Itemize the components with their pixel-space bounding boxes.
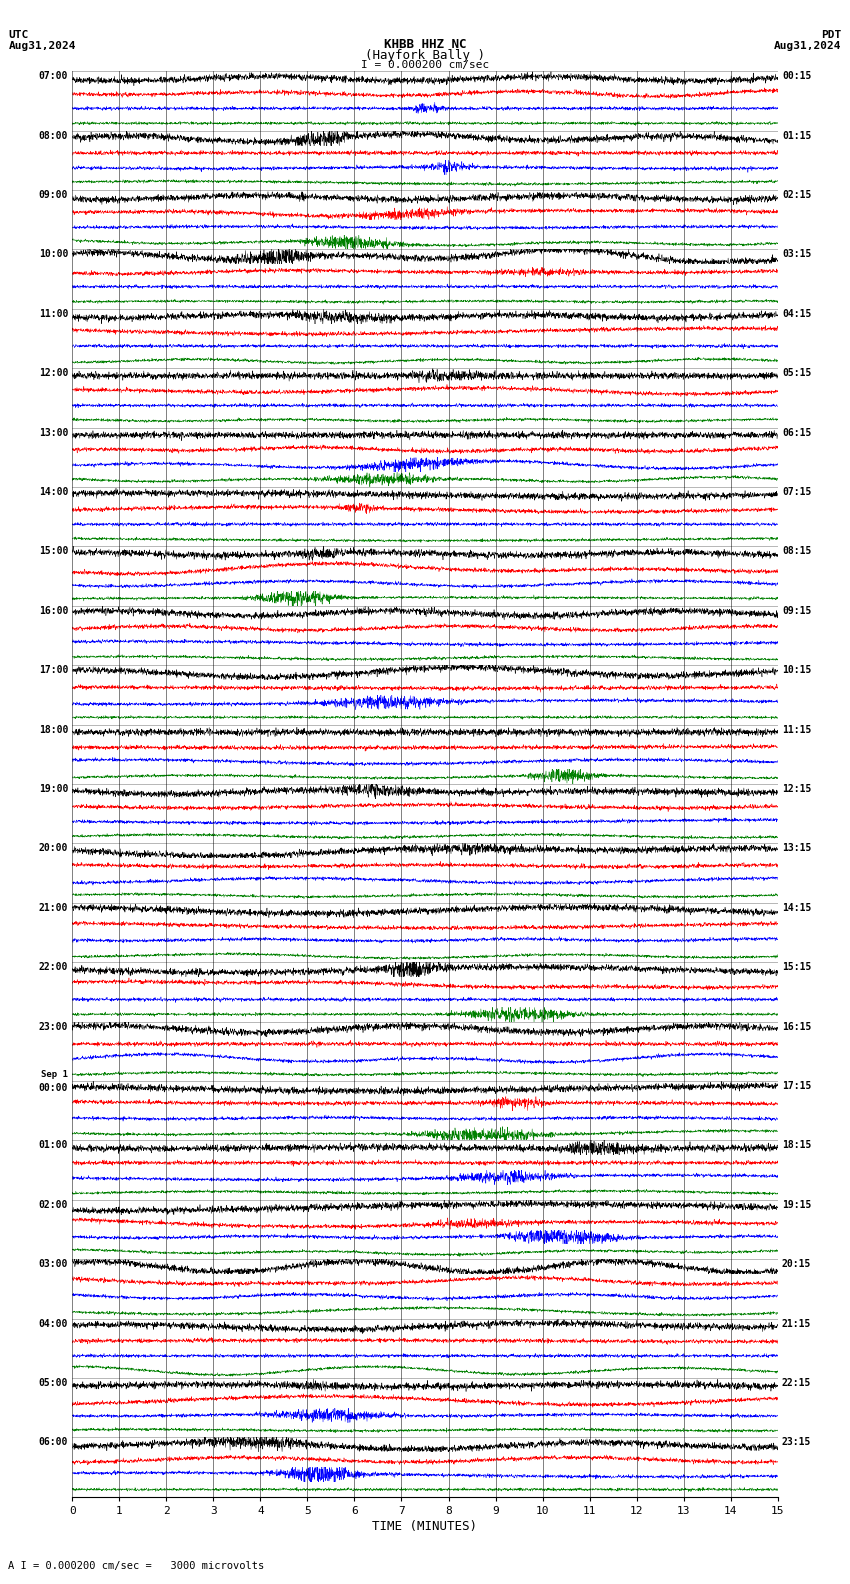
- Text: 04:15: 04:15: [782, 309, 812, 318]
- Text: 16:15: 16:15: [782, 1022, 812, 1031]
- Text: 10:00: 10:00: [38, 249, 68, 260]
- X-axis label: TIME (MINUTES): TIME (MINUTES): [372, 1521, 478, 1533]
- Text: 01:15: 01:15: [782, 130, 812, 141]
- Text: 01:00: 01:00: [38, 1140, 68, 1150]
- Text: (Hayfork Bally ): (Hayfork Bally ): [365, 49, 485, 62]
- Text: 20:15: 20:15: [782, 1259, 812, 1269]
- Text: Aug31,2024: Aug31,2024: [8, 41, 76, 51]
- Text: 02:00: 02:00: [38, 1201, 68, 1210]
- Text: 06:00: 06:00: [38, 1438, 68, 1448]
- Text: 12:00: 12:00: [38, 367, 68, 379]
- Text: I = 0.000200 cm/sec: I = 0.000200 cm/sec: [361, 60, 489, 70]
- Text: 11:00: 11:00: [38, 309, 68, 318]
- Text: 13:15: 13:15: [782, 843, 812, 854]
- Text: 03:00: 03:00: [38, 1259, 68, 1269]
- Text: Aug31,2024: Aug31,2024: [774, 41, 842, 51]
- Text: 20:00: 20:00: [38, 843, 68, 854]
- Text: 09:15: 09:15: [782, 607, 812, 616]
- Text: 02:15: 02:15: [782, 190, 812, 200]
- Text: KHBB HHZ NC: KHBB HHZ NC: [383, 38, 467, 51]
- Text: 08:15: 08:15: [782, 546, 812, 556]
- Text: 17:00: 17:00: [38, 665, 68, 675]
- Text: 14:00: 14:00: [38, 488, 68, 497]
- Text: 04:00: 04:00: [38, 1318, 68, 1329]
- Text: 10:15: 10:15: [782, 665, 812, 675]
- Text: 06:15: 06:15: [782, 428, 812, 437]
- Text: 08:00: 08:00: [38, 130, 68, 141]
- Text: 18:00: 18:00: [38, 725, 68, 735]
- Text: 05:15: 05:15: [782, 367, 812, 379]
- Text: Sep 1: Sep 1: [41, 1071, 68, 1080]
- Text: 11:15: 11:15: [782, 725, 812, 735]
- Text: 23:15: 23:15: [782, 1438, 812, 1448]
- Text: 15:00: 15:00: [38, 546, 68, 556]
- Text: 19:15: 19:15: [782, 1201, 812, 1210]
- Text: 19:00: 19:00: [38, 784, 68, 794]
- Text: 07:00: 07:00: [38, 71, 68, 81]
- Text: PDT: PDT: [821, 30, 842, 40]
- Text: 05:00: 05:00: [38, 1378, 68, 1388]
- Text: 12:15: 12:15: [782, 784, 812, 794]
- Text: 14:15: 14:15: [782, 903, 812, 912]
- Text: UTC: UTC: [8, 30, 29, 40]
- Text: 07:15: 07:15: [782, 488, 812, 497]
- Text: 18:15: 18:15: [782, 1140, 812, 1150]
- Text: 00:15: 00:15: [782, 71, 812, 81]
- Text: 22:15: 22:15: [782, 1378, 812, 1388]
- Text: A I = 0.000200 cm/sec =   3000 microvolts: A I = 0.000200 cm/sec = 3000 microvolts: [8, 1562, 264, 1571]
- Text: 16:00: 16:00: [38, 607, 68, 616]
- Text: 21:15: 21:15: [782, 1318, 812, 1329]
- Text: 00:00: 00:00: [38, 1083, 68, 1093]
- Text: 13:00: 13:00: [38, 428, 68, 437]
- Text: 21:00: 21:00: [38, 903, 68, 912]
- Text: 22:00: 22:00: [38, 963, 68, 973]
- Text: 17:15: 17:15: [782, 1080, 812, 1091]
- Text: 09:00: 09:00: [38, 190, 68, 200]
- Text: 03:15: 03:15: [782, 249, 812, 260]
- Text: 15:15: 15:15: [782, 963, 812, 973]
- Text: 23:00: 23:00: [38, 1022, 68, 1031]
